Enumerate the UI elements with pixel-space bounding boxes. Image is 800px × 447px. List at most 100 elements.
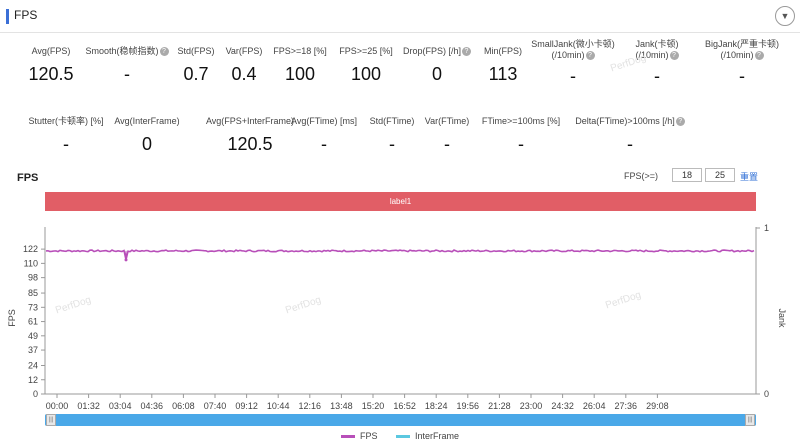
- stat-label: Avg(InterFrame): [87, 116, 207, 127]
- stat-label-text: Drop(FPS) [/h]: [402, 46, 461, 56]
- x-tick-label: 10:44: [267, 401, 290, 411]
- stat-label: (/10min)?: [513, 50, 633, 61]
- x-tick-label: 07:40: [204, 401, 227, 411]
- help-icon[interactable]: ?: [585, 51, 595, 61]
- stat-label-text: (/10min): [720, 50, 754, 60]
- stat-value: 120.5: [227, 134, 273, 154]
- stat-cell: Var(FPS) 0.4: [184, 46, 304, 84]
- stat-label: Var(FPS): [184, 46, 304, 57]
- stat-cell: Avg(InterFrame) 0: [87, 116, 207, 154]
- y2-axis-title: Jank: [777, 308, 787, 328]
- x-tick-label: 13:48: [330, 401, 353, 411]
- stat-value: -: [444, 134, 450, 154]
- threshold-input-2[interactable]: [705, 168, 735, 182]
- fps-chart[interactable]: 0 12 24 37 49 61 73 85 98 110 122 0 1 FPS Jank 00:00 01:…: [0, 215, 800, 413]
- stat-label-text: Stutter(卡顿率) [%]: [28, 116, 104, 126]
- stat-label: Drop(FPS) [/h]?: [377, 46, 497, 57]
- stat-label-text: Avg(FPS): [31, 46, 71, 56]
- x-tick-label: 03:04: [109, 401, 132, 411]
- stat-label: FPS>=25 [%]: [306, 46, 426, 57]
- help-icon[interactable]: ?: [675, 117, 685, 127]
- stat-value: -: [654, 66, 660, 86]
- stat-label: Avg(FTime) [ms]: [264, 116, 384, 127]
- stat-label: Jank(卡顿): [597, 39, 717, 50]
- threshold-input-1[interactable]: [672, 168, 702, 182]
- help-icon[interactable]: ?: [462, 47, 471, 57]
- stat-value: 120.5: [28, 64, 74, 84]
- stat-value: -: [518, 134, 524, 154]
- stat-label-text: FPS>=25 [%]: [339, 46, 393, 56]
- y-tick-label: 24: [28, 361, 38, 371]
- stat-label-text: BigJank(严重卡顿): [704, 39, 779, 49]
- stat-label-text: SmallJank(微小卡顿): [531, 39, 615, 49]
- legend-item-interframe[interactable]: InterFrame: [396, 431, 459, 441]
- stat-label-text: Smooth(稳帧指数): [85, 46, 159, 56]
- stat-value: 100: [284, 64, 316, 84]
- stat-label-text: FPS>=18 [%]: [273, 46, 327, 56]
- legend-label: FPS: [359, 431, 378, 441]
- x-tick-label: 26:04: [583, 401, 606, 411]
- stat-cell: Avg(FPS+InterFrame) 120.5: [190, 116, 310, 154]
- stat-value: 0: [431, 64, 442, 84]
- stat-label: Stutter(卡顿率) [%]: [6, 116, 126, 127]
- stat-label-text: Var(FTime): [424, 116, 470, 126]
- stat-label: (/10min)?: [682, 50, 800, 61]
- stat-label-text: Jank(卡顿): [635, 39, 679, 49]
- stat-value: -: [124, 64, 130, 84]
- legend-item-fps[interactable]: FPS: [340, 431, 378, 441]
- help-icon[interactable]: ?: [669, 51, 679, 61]
- stat-label: Std(FPS): [136, 46, 256, 57]
- stat-cell: FPS>=25 [%] 100: [306, 46, 426, 84]
- stat-label: Delta(FTime)>100ms [/h]?: [570, 116, 690, 127]
- stat-value: 113: [488, 64, 518, 84]
- x-tick-label: 16:52: [393, 401, 416, 411]
- scroll-handle-left[interactable]: |||: [46, 414, 56, 426]
- stat-label-text: Avg(FTime) [ms]: [290, 116, 357, 126]
- stat-value: 0.7: [183, 64, 209, 84]
- stat-value: -: [570, 66, 576, 86]
- y-tick-label: 98: [28, 273, 38, 283]
- stat-cell: Avg(FPS) 120.5: [0, 46, 111, 84]
- y-tick-label: 61: [28, 317, 38, 327]
- chart-title: FPS: [17, 172, 39, 184]
- stat-label-text: Avg(FPS+InterFrame): [205, 116, 295, 126]
- y2-tick-label: 1: [764, 223, 769, 233]
- label-band[interactable]: label1: [45, 192, 756, 211]
- x-tick-label: 01:32: [77, 401, 100, 411]
- stat-value: 0: [141, 134, 152, 154]
- stat-cell: Avg(FTime) [ms] -: [264, 116, 384, 154]
- help-icon[interactable]: ?: [754, 51, 764, 61]
- stat-label-text: Avg(InterFrame): [114, 116, 180, 126]
- x-tick-label: 29:08: [646, 401, 669, 411]
- stat-value: -: [627, 134, 633, 154]
- x-tick-label: 09:12: [235, 401, 258, 411]
- stat-value: 0.4: [231, 64, 257, 84]
- y2-tick-label: 0: [764, 389, 769, 399]
- chevron-down-icon[interactable]: ▼: [775, 6, 795, 26]
- stat-label: (/10min)?: [597, 50, 717, 61]
- y-tick-label: 110: [24, 258, 38, 268]
- stat-label-text: FTime>=100ms [%]: [481, 116, 561, 126]
- reset-button[interactable]: 重置: [740, 172, 759, 182]
- stat-label-text: (/10min): [635, 50, 669, 60]
- x-tick-label: 18:24: [425, 401, 448, 411]
- stat-label: SmallJank(微小卡顿): [513, 39, 633, 50]
- x-tick-label: 06:08: [172, 401, 195, 411]
- stat-cell: Std(FTime) -: [332, 116, 452, 154]
- chart-legend: FPS InterFrame: [0, 431, 800, 441]
- stat-label: Std(FTime): [332, 116, 452, 127]
- stat-cell: Jank(卡顿) (/10min)? -: [597, 39, 717, 86]
- scroll-handle-right[interactable]: |||: [745, 414, 755, 426]
- stat-cell: Drop(FPS) [/h]? 0: [377, 46, 497, 84]
- stat-label: Var(FTime): [387, 116, 507, 127]
- stat-cell: Smooth(稳帧指数)? -: [67, 46, 187, 84]
- stat-cell: FPS>=18 [%] 100: [240, 46, 360, 84]
- y-tick-label: 37: [28, 345, 38, 355]
- stat-value: -: [321, 134, 327, 154]
- time-scrollbar[interactable]: [45, 414, 756, 426]
- help-icon[interactable]: ?: [159, 47, 169, 57]
- stat-label-text: Var(FPS): [225, 46, 263, 56]
- stat-cell: Delta(FTime)>100ms [/h]? -: [570, 116, 690, 154]
- stat-cell: Var(FTime) -: [387, 116, 507, 154]
- stat-cell: Min(FPS) 113: [443, 46, 563, 84]
